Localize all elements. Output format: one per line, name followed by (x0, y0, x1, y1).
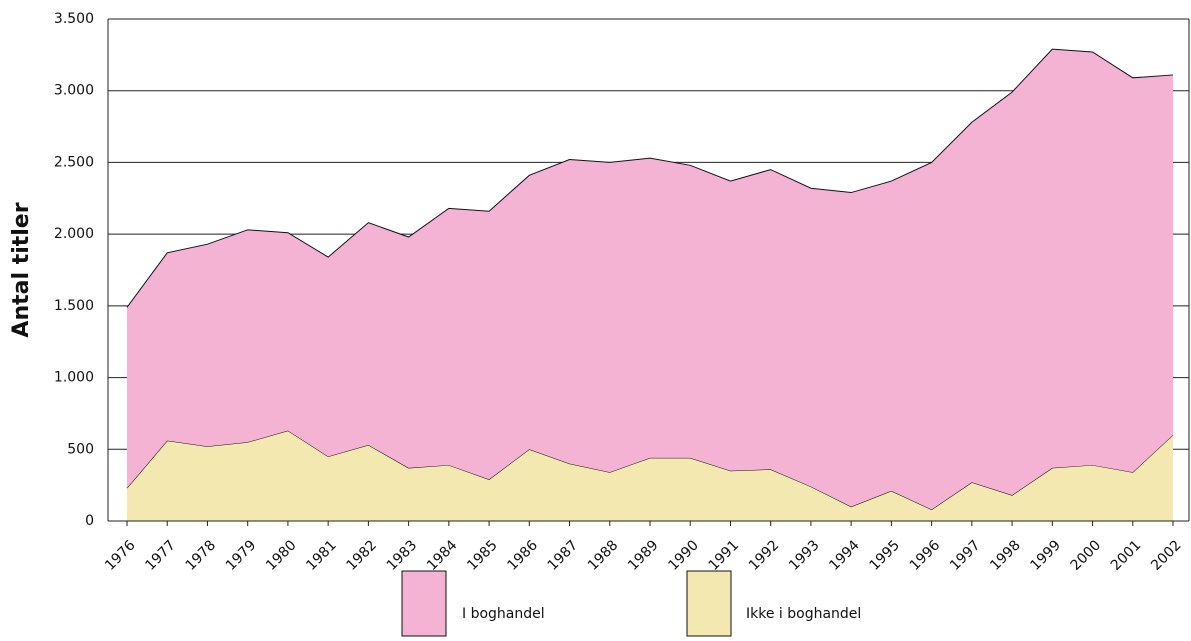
y-tick-label: 3.000 (54, 83, 94, 99)
y-tick-label: 3.500 (54, 11, 94, 27)
area (127, 49, 1173, 510)
legend-swatch (686, 570, 732, 637)
x-tick-label: 1982 (344, 537, 381, 574)
x-tick-label: 1986 (504, 537, 541, 574)
x-tick-label: 2001 (1108, 537, 1145, 574)
x-tick-label: 1983 (384, 537, 421, 574)
x-tick-label: 1991 (706, 537, 743, 574)
x-tick-label: 1978 (183, 537, 220, 574)
y-tick-label: 1.500 (54, 298, 94, 314)
x-tick-label: 1990 (665, 537, 702, 574)
y-tick-label: 2.000 (54, 226, 94, 242)
area (127, 430, 1173, 521)
x-tick-label: 1999 (1027, 537, 1064, 574)
x-tick-label: 1994 (826, 537, 863, 574)
x-tick-label: 1987 (545, 537, 582, 574)
x-tick-label: 1993 (786, 537, 823, 574)
x-tick-label: 1981 (303, 537, 340, 574)
x-tick-label: 1985 (464, 537, 501, 574)
x-tick-label: 2000 (1068, 537, 1105, 574)
legend-label: I boghandel (462, 606, 545, 622)
y-axis-label: Antal titler (9, 202, 34, 337)
y-tick-label: 2.500 (54, 154, 94, 170)
x-tick-label: 1998 (987, 537, 1024, 574)
x-tick-label: 1988 (585, 537, 622, 574)
x-tick-label: 1997 (947, 537, 984, 574)
x-tick-label: 1979 (223, 537, 260, 574)
x-tick-label: 1980 (263, 537, 300, 574)
y-tick-label: 500 (67, 441, 94, 457)
x-tick-label: 1989 (625, 537, 662, 574)
area-edge (126, 48, 1174, 308)
x-tick-label: 1984 (424, 537, 461, 574)
x-tick-label: 2002 (1148, 537, 1185, 574)
x-tick-label: 1977 (142, 537, 179, 574)
x-tick-label: 1995 (867, 537, 904, 574)
legend-label: Ikke i boghandel (746, 606, 861, 622)
y-tick-label: 0 (85, 513, 94, 529)
x-tick-label: 1976 (102, 537, 139, 574)
x-tick-label: 1996 (907, 537, 944, 574)
legend-swatch (401, 570, 447, 637)
y-tick-label: 1.000 (54, 370, 94, 386)
x-tick-label: 1992 (746, 537, 783, 574)
